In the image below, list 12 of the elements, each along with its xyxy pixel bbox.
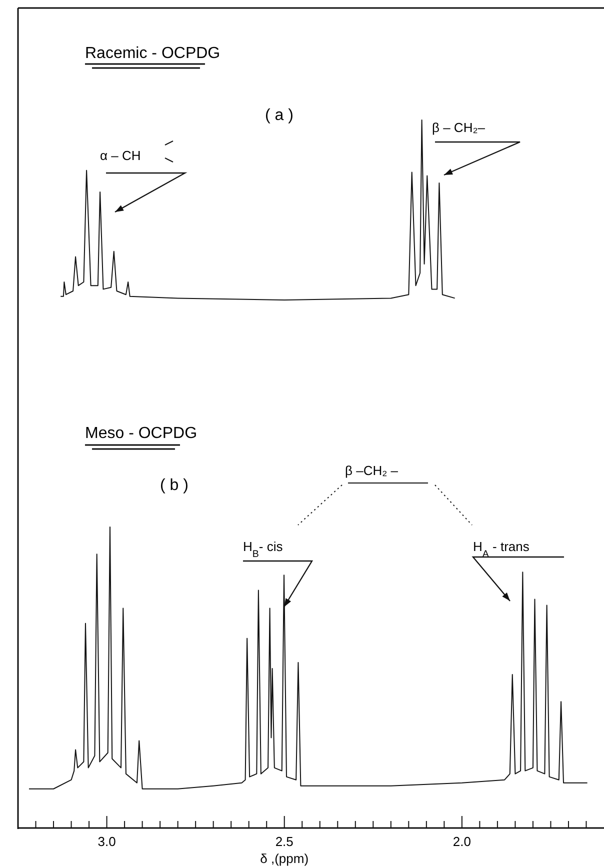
annotation: H$_{B}$- cis — [243, 539, 284, 560]
annotation: β – CH₂– — [432, 120, 486, 135]
x-tick-label: 2.0 — [452, 834, 471, 849]
annotation: α – CH — [100, 148, 141, 163]
x-tick-label: 2.5 — [275, 834, 294, 849]
x-tick-label: 3.0 — [98, 834, 116, 849]
x-axis-title: δ ,(ppm) — [260, 851, 309, 866]
chart-subtitle: ( a ) — [265, 107, 294, 124]
chart-title: Meso - OCPDG — [85, 425, 198, 442]
text: β –CH₂ – — [345, 463, 399, 478]
chart-title: Racemic - OCPDG — [85, 45, 220, 62]
chart-subtitle: ( b ) — [160, 477, 188, 494]
